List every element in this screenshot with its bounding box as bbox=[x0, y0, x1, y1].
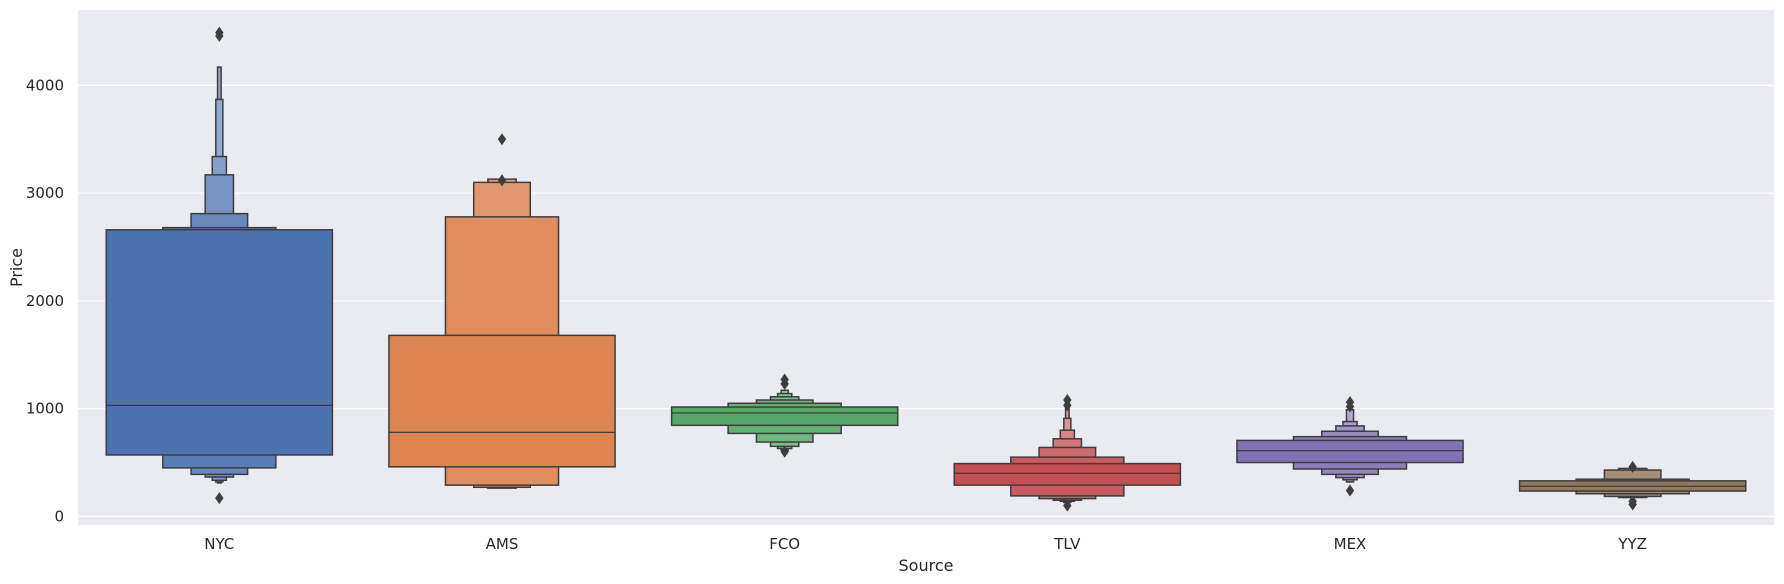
y-tick-label: 0 bbox=[54, 507, 64, 525]
outlier-point bbox=[780, 373, 789, 386]
boxen-yyz bbox=[1518, 460, 1747, 511]
boxen-level bbox=[953, 462, 1182, 486]
boxen-level bbox=[388, 334, 616, 468]
outlier-point bbox=[1063, 499, 1072, 512]
boxen-level bbox=[105, 229, 334, 456]
x-tick-label: MEX bbox=[1334, 535, 1367, 553]
outlier-point bbox=[1345, 396, 1355, 409]
x-tick-label: TLV bbox=[1053, 535, 1081, 553]
x-tick-label: YYZ bbox=[1617, 535, 1647, 553]
grid-lines bbox=[78, 84, 1774, 518]
y-axis-ticks: 0 1000 2000 3000 4000 bbox=[26, 76, 64, 525]
boxen-ams bbox=[388, 133, 616, 489]
y-tick-label: 3000 bbox=[26, 184, 64, 202]
outlier-point bbox=[215, 492, 224, 505]
boxen-level bbox=[1236, 439, 1464, 464]
boxen-fco bbox=[670, 373, 899, 458]
outlier-point bbox=[497, 174, 507, 187]
outlier-point bbox=[1628, 460, 1637, 473]
x-axis-label: Source bbox=[899, 556, 954, 575]
boxen-tlv bbox=[953, 394, 1182, 512]
outlier-point bbox=[780, 445, 789, 458]
outlier-point bbox=[215, 29, 224, 42]
y-axis-label: Price bbox=[7, 248, 26, 287]
boxen-plot-marks bbox=[105, 26, 1747, 512]
boxen-nyc bbox=[105, 26, 334, 505]
plot-area bbox=[78, 10, 1774, 525]
x-axis-ticks: NYC AMS FCO TLV MEX YYZ bbox=[204, 535, 1647, 553]
y-tick-label: 4000 bbox=[26, 76, 64, 94]
x-tick-label: FCO bbox=[769, 535, 800, 553]
outlier-point bbox=[1345, 484, 1355, 497]
outlier-point bbox=[1063, 394, 1072, 407]
y-tick-label: 2000 bbox=[26, 292, 64, 310]
boxen-level bbox=[670, 406, 899, 427]
x-tick-label: AMS bbox=[486, 535, 519, 553]
x-tick-label: NYC bbox=[204, 535, 234, 553]
outlier-point bbox=[497, 133, 507, 146]
boxen-mex bbox=[1236, 396, 1464, 497]
y-tick-label: 1000 bbox=[26, 400, 64, 418]
outlier-point bbox=[1628, 495, 1637, 508]
